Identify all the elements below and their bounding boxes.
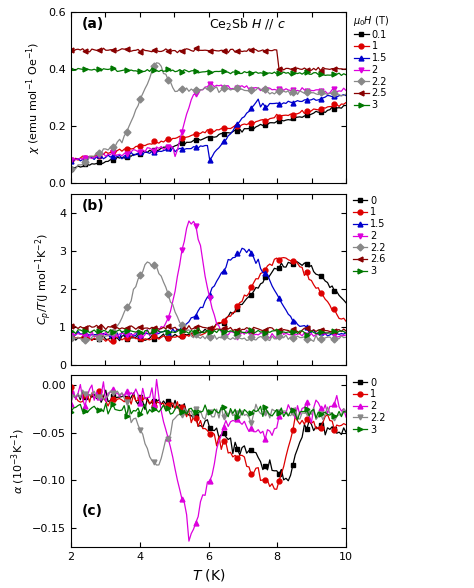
Legend: 0, 1, 1.5, 2, 2.2, 2.6, 3: 0, 1, 1.5, 2, 2.2, 2.6, 3 <box>349 192 390 280</box>
Y-axis label: $\chi$ (emu mol$^{-1}$ Oe$^{-1}$): $\chi$ (emu mol$^{-1}$ Oe$^{-1}$) <box>24 41 43 153</box>
Text: (b): (b) <box>82 199 105 213</box>
Legend: 0.1, 1, 1.5, 2, 2.2, 2.5, 3: 0.1, 1, 1.5, 2, 2.2, 2.5, 3 <box>349 10 392 114</box>
Text: Ce$_2$Sb $\mathit{H}$ // $c$: Ce$_2$Sb $\mathit{H}$ // $c$ <box>209 17 285 33</box>
Y-axis label: $\alpha$ (10$^{-3}$K$^{-1}$): $\alpha$ (10$^{-3}$K$^{-1}$) <box>9 428 27 494</box>
Text: (a): (a) <box>82 17 104 31</box>
Text: (c): (c) <box>82 504 103 518</box>
X-axis label: $T$ (K): $T$ (K) <box>192 567 225 583</box>
Y-axis label: $C_p/T$(J mol$^{-1}$K$^{-2}$): $C_p/T$(J mol$^{-1}$K$^{-2}$) <box>33 233 54 325</box>
Legend: 0, 1, 2, 2.2, 3: 0, 1, 2, 2.2, 3 <box>349 373 390 439</box>
